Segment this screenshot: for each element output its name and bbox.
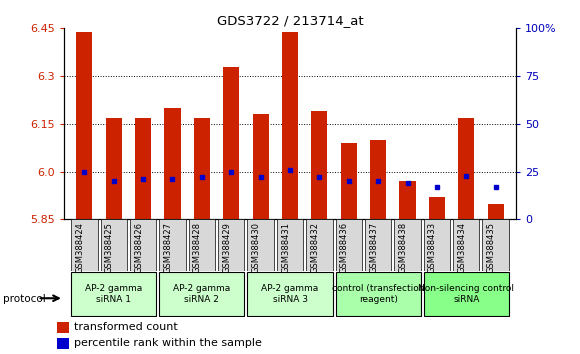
Bar (311, 111, 328, 219)
Text: control (transfection
reagent): control (transfection reagent) (332, 284, 425, 303)
Text: GSM388432: GSM388432 (310, 222, 320, 273)
Text: GSM388431: GSM388431 (281, 222, 290, 273)
Text: GSM388427: GSM388427 (164, 222, 172, 273)
FancyBboxPatch shape (483, 219, 509, 271)
Bar (252, 114, 269, 219)
Bar (164, 108, 180, 219)
Text: GSM388430: GSM388430 (252, 222, 260, 273)
FancyBboxPatch shape (188, 219, 215, 271)
Text: GSM388424: GSM388424 (75, 222, 84, 273)
Text: protocol: protocol (3, 294, 46, 304)
FancyBboxPatch shape (453, 219, 480, 271)
Bar (458, 118, 474, 219)
FancyBboxPatch shape (336, 219, 362, 271)
Text: GSM388435: GSM388435 (487, 222, 496, 273)
FancyBboxPatch shape (365, 219, 392, 271)
Bar (194, 118, 210, 219)
Text: GSM388436: GSM388436 (340, 222, 349, 273)
Bar (370, 140, 386, 219)
Bar (282, 32, 298, 219)
Bar (57, 322, 70, 333)
FancyBboxPatch shape (306, 219, 332, 271)
Text: GSM388438: GSM388438 (398, 222, 408, 273)
FancyBboxPatch shape (394, 219, 420, 271)
FancyBboxPatch shape (336, 272, 420, 316)
FancyBboxPatch shape (71, 272, 157, 316)
FancyBboxPatch shape (130, 219, 157, 271)
Bar (223, 67, 240, 219)
Bar (488, 204, 503, 219)
Bar (77, 32, 92, 219)
Bar (340, 143, 357, 219)
Text: GSM388426: GSM388426 (134, 222, 143, 273)
FancyBboxPatch shape (218, 219, 244, 271)
FancyBboxPatch shape (100, 219, 127, 271)
Text: Non-silencing control
siRNA: Non-silencing control siRNA (418, 284, 514, 303)
Bar (429, 197, 445, 219)
Text: GSM388434: GSM388434 (457, 222, 466, 273)
FancyBboxPatch shape (277, 219, 303, 271)
Bar (106, 118, 122, 219)
Bar (135, 118, 151, 219)
FancyBboxPatch shape (423, 219, 450, 271)
Text: transformed count: transformed count (74, 322, 178, 332)
Text: AP-2 gamma
siRNA 1: AP-2 gamma siRNA 1 (85, 284, 142, 303)
Text: GSM388433: GSM388433 (428, 222, 437, 273)
Text: percentile rank within the sample: percentile rank within the sample (74, 338, 262, 348)
Text: GSM388428: GSM388428 (193, 222, 202, 273)
FancyBboxPatch shape (160, 272, 244, 316)
Text: GSM388437: GSM388437 (369, 222, 378, 273)
Title: GDS3722 / 213714_at: GDS3722 / 213714_at (217, 14, 363, 27)
Text: AP-2 gamma
siRNA 2: AP-2 gamma siRNA 2 (173, 284, 230, 303)
FancyBboxPatch shape (248, 272, 332, 316)
Bar (400, 181, 416, 219)
FancyBboxPatch shape (423, 272, 509, 316)
FancyBboxPatch shape (71, 219, 97, 271)
Text: AP-2 gamma
siRNA 3: AP-2 gamma siRNA 3 (262, 284, 318, 303)
Bar (57, 338, 70, 349)
FancyBboxPatch shape (248, 219, 274, 271)
Text: GSM388425: GSM388425 (105, 222, 114, 273)
FancyBboxPatch shape (160, 219, 186, 271)
Text: GSM388429: GSM388429 (222, 222, 231, 273)
